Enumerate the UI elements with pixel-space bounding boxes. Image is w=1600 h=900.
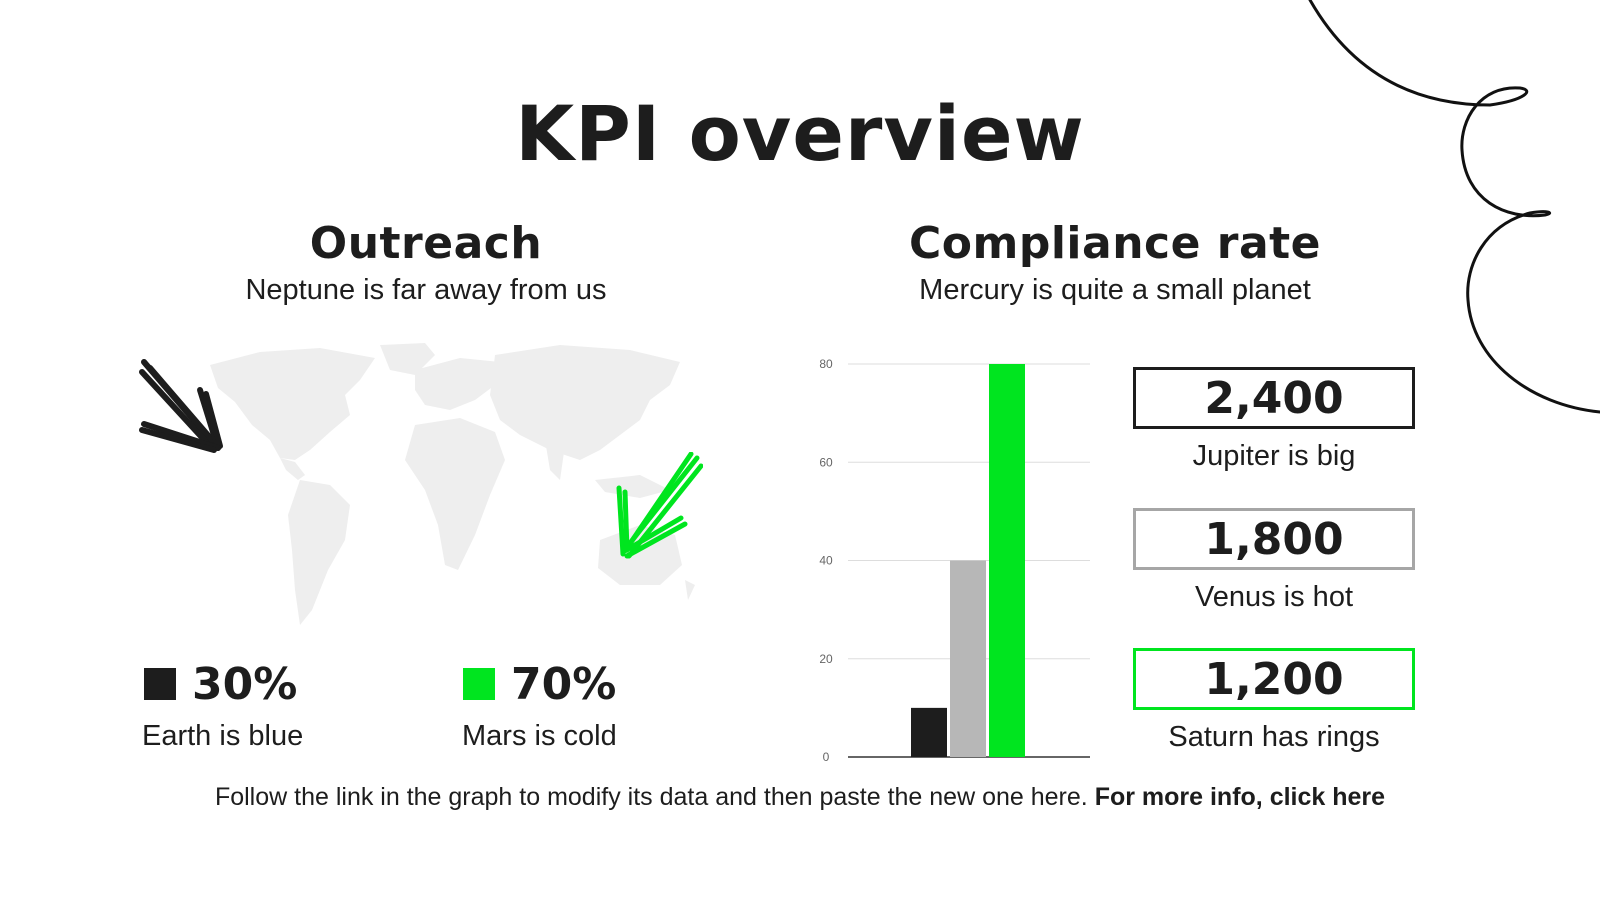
kpi-box-saturn: 1,200 [1133,648,1415,710]
y-tick-label: 80 [819,357,833,371]
y-tick-label: 60 [819,455,833,469]
outreach-title: Outreach [309,218,543,269]
footer-text: Follow the link in the graph to modify i… [214,783,1088,811]
chart-bar [989,364,1025,757]
kpi-box-venus: 1,800 [1133,508,1415,570]
arrow-down-left-icon [616,452,703,559]
mars-stat-value: 70% [511,659,617,710]
compliance-title: Compliance rate [908,218,1322,269]
y-tick-label: 20 [819,652,833,666]
decorative-swirl [1308,0,1600,414]
kpi-label-venus: Venus is hot [1195,581,1353,613]
kpi-label-saturn: Saturn has rings [1168,721,1380,753]
kpi-label-jupiter: Jupiter is big [1192,440,1356,472]
earth-stat-value: 30% [192,659,298,710]
earth-stat-label: Earth is blue [142,720,304,752]
page-title: KPI overview [515,89,1085,178]
arrow-down-right-icon [139,359,223,453]
kpi-box-jupiter: 2,400 [1133,367,1415,429]
more-info-link[interactable]: For more info, click here [1094,783,1386,811]
y-tick-label: 0 [823,750,830,764]
compliance-subtitle: Mercury is quite a small planet [919,274,1311,306]
world-map-icon [210,343,695,625]
mars-legend-swatch [463,668,495,700]
chart-bar [950,560,986,757]
earth-legend-swatch [144,668,176,700]
mars-stat-label: Mars is cold [462,720,617,752]
compliance-bar-chart[interactable]: 0 20 40 60 80 [810,350,1100,770]
chart-bar [911,707,947,757]
footer-note: Follow the link in the graph to modify i… [0,785,1600,810]
outreach-subtitle: Neptune is far away from us [245,274,607,306]
y-tick-label: 40 [819,554,833,568]
